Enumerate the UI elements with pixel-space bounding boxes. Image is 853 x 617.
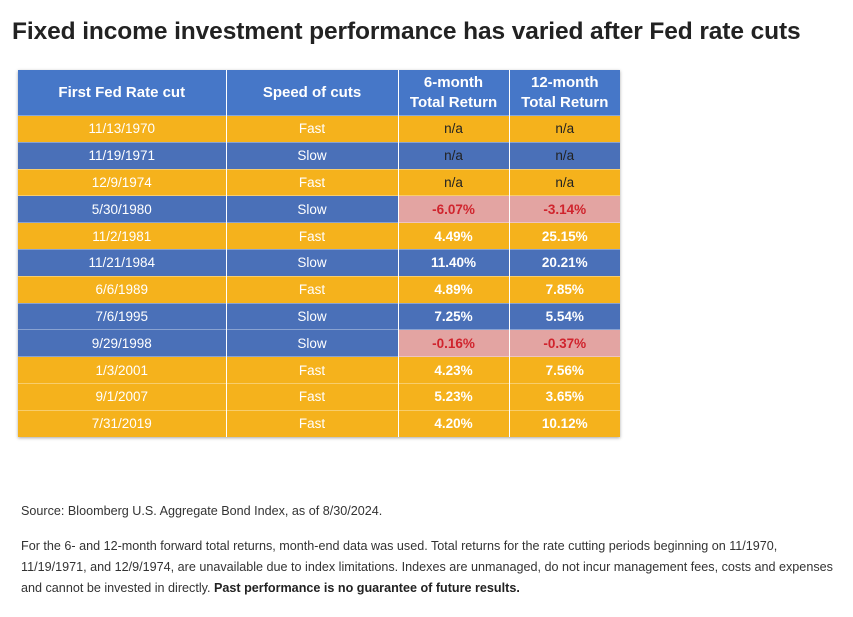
column-header-12-month: 12-month Total Return	[509, 70, 620, 116]
column-header-line: 12-month	[531, 73, 599, 91]
column-header-line: Total Return	[521, 93, 609, 111]
disclaimer-bold-text: Past performance is no guarantee of futu…	[214, 581, 520, 595]
cell-6-month-return: n/a	[398, 141, 510, 170]
column-header-line: Total Return	[409, 93, 498, 111]
table-row: 6/6/1989 Fast 4.89% 7.85%	[18, 275, 620, 304]
cell-first-cut-date: 11/19/1971	[18, 141, 227, 170]
column-header-6-month: 6-month Total Return	[398, 70, 510, 116]
cell-6-month-return: n/a	[398, 115, 510, 143]
cell-first-cut-date: 11/2/1981	[18, 222, 227, 250]
cell-first-cut-date: 9/29/1998	[18, 329, 227, 357]
column-header-speed: Speed of cuts	[226, 70, 399, 116]
cell-12-month-return: -3.14%	[509, 195, 620, 223]
cell-12-month-return: n/a	[509, 141, 620, 170]
disclaimer-text: For the 6- and 12-month forward total re…	[21, 539, 833, 595]
table-row: 1/3/2001 Fast 4.23% 7.56%	[18, 356, 620, 384]
disclaimer-note: For the 6- and 12-month forward total re…	[21, 536, 841, 599]
cell-12-month-return: 10.12%	[509, 409, 620, 437]
source-note: Source: Bloomberg U.S. Aggregate Bond In…	[21, 504, 383, 518]
table-row: 9/1/2007 Fast 5.23% 3.65%	[18, 382, 620, 411]
table-row: 9/29/1998 Slow -0.16% -0.37%	[18, 329, 620, 357]
table-body: 11/13/1970 Fast n/a n/a 11/19/1971 Slow n/a n/a…	[18, 115, 620, 437]
cell-12-month-return: 3.65%	[509, 382, 620, 411]
cell-speed: Fast	[226, 168, 399, 196]
cell-6-month-return: -6.07%	[398, 195, 510, 223]
footnotes: Source: Bloomberg U.S. Aggregate Bond In…	[21, 501, 841, 613]
table-row: 5/30/1980 Slow -6.07% -3.14%	[18, 195, 620, 223]
cell-speed: Slow	[226, 302, 399, 330]
cell-6-month-return: 4.49%	[398, 222, 510, 250]
cell-12-month-return: 7.56%	[509, 356, 620, 384]
cell-first-cut-date: 11/21/1984	[18, 248, 227, 277]
cell-6-month-return: 4.20%	[398, 409, 510, 437]
cell-12-month-return: 25.15%	[509, 222, 620, 250]
cell-first-cut-date: 7/6/1995	[18, 302, 227, 330]
rate-cut-performance-table: First Fed Rate cut Speed of cuts 6-month…	[18, 70, 620, 437]
cell-first-cut-date: 1/3/2001	[18, 356, 227, 384]
cell-speed: Fast	[226, 115, 399, 143]
cell-6-month-return: 11.40%	[398, 248, 510, 277]
cell-12-month-return: 5.54%	[509, 302, 620, 330]
cell-12-month-return: 20.21%	[509, 248, 620, 277]
cell-first-cut-date: 9/1/2007	[18, 382, 227, 411]
table-row: 12/9/1974 Fast n/a n/a	[18, 168, 620, 196]
cell-speed: Slow	[226, 141, 399, 170]
column-header-line: First Fed Rate cut	[58, 83, 186, 101]
table-header-row: First Fed Rate cut Speed of cuts 6-month…	[18, 70, 620, 116]
cell-speed: Slow	[226, 195, 399, 223]
cell-12-month-return: -0.37%	[509, 329, 620, 357]
cell-12-month-return: n/a	[509, 168, 620, 196]
cell-speed: Fast	[226, 222, 399, 250]
cell-12-month-return: n/a	[509, 115, 620, 143]
cell-6-month-return: 5.23%	[398, 382, 510, 411]
cell-first-cut-date: 5/30/1980	[18, 195, 227, 223]
cell-first-cut-date: 12/9/1974	[18, 168, 227, 196]
table-row: 11/21/1984 Slow 11.40% 20.21%	[18, 248, 620, 277]
column-header-line: 6-month	[423, 73, 484, 91]
cell-speed: Fast	[226, 275, 399, 304]
table-row: 11/2/1981 Fast 4.49% 25.15%	[18, 222, 620, 250]
cell-first-cut-date: 7/31/2019	[18, 409, 227, 437]
table-row: 7/31/2019 Fast 4.20% 10.12%	[18, 409, 620, 437]
cell-6-month-return: 7.25%	[398, 302, 510, 330]
column-header-first-cut: First Fed Rate cut	[18, 70, 227, 116]
cell-6-month-return: 4.23%	[398, 356, 510, 384]
cell-first-cut-date: 11/13/1970	[18, 115, 227, 143]
table-row: 11/19/1971 Slow n/a n/a	[18, 141, 620, 170]
cell-6-month-return: -0.16%	[398, 329, 510, 357]
page-title: Fixed income investment performance has …	[12, 18, 801, 45]
cell-12-month-return: 7.85%	[509, 275, 620, 304]
cell-6-month-return: 4.89%	[398, 275, 510, 304]
table-row: 7/6/1995 Slow 7.25% 5.54%	[18, 302, 620, 330]
cell-first-cut-date: 6/6/1989	[18, 275, 227, 304]
cell-speed: Slow	[226, 329, 399, 357]
cell-speed: Fast	[226, 382, 399, 411]
cell-speed: Fast	[226, 356, 399, 384]
table-row: 11/13/1970 Fast n/a n/a	[18, 115, 620, 143]
cell-6-month-return: n/a	[398, 168, 510, 196]
cell-speed: Fast	[226, 409, 399, 437]
column-header-line: Speed of cuts	[262, 83, 362, 101]
cell-speed: Slow	[226, 248, 399, 277]
